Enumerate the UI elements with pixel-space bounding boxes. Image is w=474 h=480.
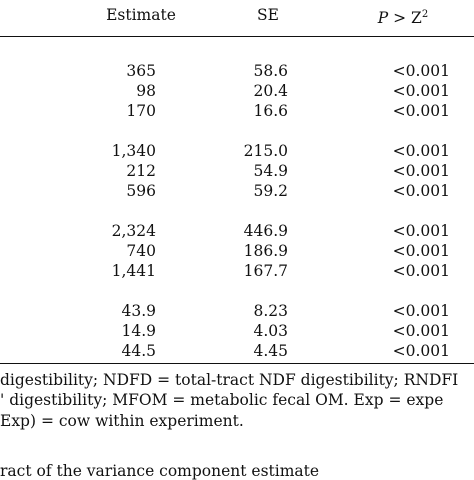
bottom-rule	[0, 363, 474, 364]
header-rule	[0, 36, 474, 37]
cell-estimate: 14.9	[121, 322, 156, 340]
cell-estimate: 98	[136, 82, 156, 100]
cell-se: 186.9	[243, 242, 288, 260]
p-comparison: > Z	[388, 9, 422, 28]
cell-se: 58.6	[253, 62, 288, 80]
cell-se: 4.03	[253, 322, 288, 340]
cell-estimate: 1,441	[111, 262, 156, 280]
cell-se: 446.9	[243, 222, 288, 240]
cell-p-value: <0.001	[392, 162, 450, 180]
cell-estimate: 44.5	[121, 342, 156, 360]
cell-p-value: <0.001	[392, 342, 450, 360]
cell-p-value: <0.001	[392, 222, 450, 240]
cell-se: 8.23	[253, 302, 288, 320]
p-symbol: P	[377, 9, 389, 28]
footnote-abbreviations-2: ' digestibility; MFOM = metabolic fecal …	[0, 391, 444, 409]
cell-estimate: 596	[126, 182, 156, 200]
cell-estimate: 365	[126, 62, 156, 80]
cell-estimate: 1,340	[111, 142, 156, 160]
column-header-se: SE	[257, 6, 279, 24]
cell-estimate: 212	[126, 162, 156, 180]
cell-p-value: <0.001	[392, 242, 450, 260]
cell-p-value: <0.001	[392, 302, 450, 320]
cell-se: 215.0	[243, 142, 288, 160]
cell-p-value: <0.001	[392, 142, 450, 160]
cell-p-value: <0.001	[392, 322, 450, 340]
cell-estimate: 170	[126, 102, 156, 120]
footnote-variance-component: ract of the variance component estimate	[0, 462, 320, 480]
footnote-abbreviations-1: digestibility; NDFD = total-tract NDF di…	[0, 371, 459, 389]
column-header-estimate: Estimate	[106, 6, 176, 24]
cell-se: 4.45	[253, 342, 288, 360]
cell-estimate: 740	[126, 242, 156, 260]
cell-p-value: <0.001	[392, 262, 450, 280]
p-superscript: 2	[421, 9, 429, 20]
cell-estimate: 2,324	[111, 222, 156, 240]
cell-p-value: <0.001	[392, 62, 450, 80]
cell-se: 54.9	[253, 162, 288, 180]
footnote-abbreviations-3: Exp) = cow within experiment.	[0, 412, 244, 430]
column-header-p-value: P > Z2	[348, 6, 458, 27]
cell-se: 16.6	[253, 102, 288, 120]
cell-p-value: <0.001	[392, 182, 450, 200]
cell-se: 167.7	[243, 262, 288, 280]
cell-se: 20.4	[253, 82, 288, 100]
cell-p-value: <0.001	[392, 82, 450, 100]
cell-se: 59.2	[253, 182, 288, 200]
cell-p-value: <0.001	[392, 102, 450, 120]
cell-estimate: 43.9	[121, 302, 156, 320]
